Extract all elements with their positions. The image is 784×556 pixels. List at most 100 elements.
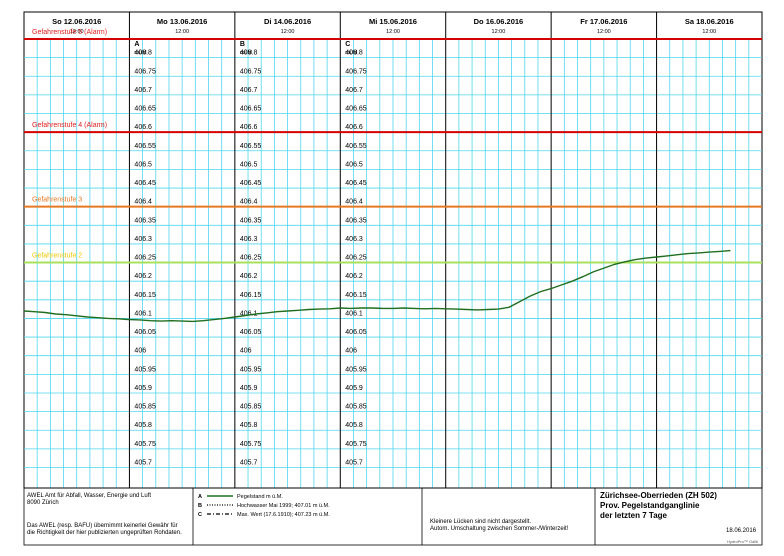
y-tick-label: 406.45: [240, 180, 262, 187]
y-tick-label: 406.75: [240, 68, 262, 75]
y-tick-label: 405.85: [240, 404, 262, 411]
legend-letter: A: [198, 494, 202, 500]
y-tick-label: 405.95: [345, 366, 367, 373]
y-tick-label: 405.75: [134, 441, 156, 448]
y-tick-label: 406.55: [345, 143, 367, 150]
y-tick-label: 406.25: [134, 255, 156, 262]
y-tick-label: 406: [240, 348, 252, 355]
legend-letter: B: [198, 503, 202, 509]
axis-unit: müM: [134, 50, 147, 56]
footer-frame: [23, 487, 763, 546]
danger-level-label: Gefahrenstufe 4 (Alarm): [32, 122, 107, 129]
danger-level-label: Gefahrenstufe 3: [32, 197, 82, 204]
y-tick-label: 405.9: [240, 385, 258, 392]
day-label: Mi 15.06.2016: [369, 17, 417, 26]
series-line: [23, 249, 731, 323]
day-noon-label: 12:00: [386, 29, 400, 35]
subtitle-line2: der letzten 7 Tage: [600, 511, 667, 520]
day-noon-label: 12:00: [597, 29, 611, 35]
y-tick-label: 406.05: [345, 329, 367, 336]
y-tick-label: 405.85: [134, 404, 156, 411]
disclaimer-line1: Das AWEL (resp. BAFU) übernimmt keinerle…: [27, 523, 178, 529]
legend-label: Pegelstand m ü.M.: [237, 494, 283, 500]
y-tick-label: 406.05: [240, 329, 262, 336]
y-tick-label: 406.1: [240, 310, 258, 317]
y-tick-label: 405.7: [345, 459, 363, 466]
y-tick-label: 406.15: [240, 292, 262, 299]
org-line1: AWEL Amt für Abfall, Wasser, Energie und…: [27, 493, 152, 499]
y-tick-label: 406.8: [240, 50, 258, 57]
axis-letter: B: [240, 41, 245, 48]
legend-label: Hochwasser Mai 1999; 407.01 m ü.M.: [237, 503, 330, 509]
y-tick-label: 406.2: [240, 273, 258, 280]
y-tick-label: 405.75: [345, 441, 367, 448]
print-date: 18.06.2016: [726, 528, 757, 534]
y-tick-label: 406.65: [134, 106, 156, 113]
station-title: Zürichsee-Oberrieden (ZH 502): [600, 491, 717, 500]
y-tick-label: 405.95: [134, 366, 156, 373]
axis-letter: A: [134, 41, 139, 48]
day-label: Sa 18.06.2016: [685, 17, 734, 26]
y-tick-label: 406.6: [240, 124, 258, 131]
y-tick-label: 406.4: [134, 199, 152, 206]
y-tick-label: 406.55: [240, 143, 262, 150]
day-label: Mo 13.06.2016: [157, 17, 207, 26]
y-tick-label: 406.5: [240, 161, 258, 168]
y-tick-label: 406.1: [134, 310, 152, 317]
y-tick-label: 406.45: [134, 180, 156, 187]
y-tick-label: 406.15: [345, 292, 367, 299]
disclaimer-line2: die Richtigkeit der hier publizierten un…: [27, 530, 182, 536]
axis-unit: müM: [240, 50, 253, 56]
y-tick-label: 406: [134, 348, 146, 355]
y-tick-label: 406.3: [240, 236, 258, 243]
y-tick-label: 406.5: [345, 161, 363, 168]
y-tick-label: 406.7: [134, 87, 152, 94]
y-tick-label: 405.85: [345, 404, 367, 411]
y-tick-label: 406.15: [134, 292, 156, 299]
y-tick-label: 406.4: [345, 199, 363, 206]
y-tick-label: 406.3: [134, 236, 152, 243]
subtitle-line1: Prov. Pegelstandganglinie: [600, 501, 700, 510]
y-tick-label: 406.65: [345, 106, 367, 113]
y-tick-label: 405.75: [240, 441, 262, 448]
axis-unit: müM: [345, 50, 358, 56]
y-tick-label: 406.45: [345, 180, 367, 187]
y-tick-label: 406.4: [240, 199, 258, 206]
danger-level-label: Gefahrenstufe 5 (Alarm): [32, 29, 107, 36]
y-tick-label: 406.2: [345, 273, 363, 280]
y-tick-label: 405.7: [134, 459, 152, 466]
y-tick-label: 405.8: [345, 422, 363, 429]
note-line2: Autom. Umschaltung zwischen Sommer-/Wint…: [430, 526, 569, 532]
y-tick-label: 405.8: [240, 422, 258, 429]
y-tick-label: 406: [345, 348, 357, 355]
y-tick-label: 406.3: [345, 236, 363, 243]
day-label: Fr 17.06.2016: [580, 17, 627, 26]
y-tick-label: 406.8: [134, 50, 152, 57]
note-line1: Kleinere Lücken sind nicht dargestellt.: [430, 519, 532, 525]
legend-letter: C: [198, 512, 202, 518]
day-noon-label: 12:00: [702, 29, 716, 35]
y-tick-label: 406.6: [345, 124, 363, 131]
y-tick-label: 405.95: [240, 366, 262, 373]
day-noon-label: 12:00: [492, 29, 506, 35]
y-tick-label: 405.9: [134, 385, 152, 392]
credit: HydroPro™ GaBi: [727, 539, 758, 544]
day-label: Di 14.06.2016: [264, 17, 311, 26]
y-tick-label: 406.05: [134, 329, 156, 336]
y-tick-label: 406.25: [345, 255, 367, 262]
y-tick-label: 406.7: [345, 87, 363, 94]
y-tick-label: 406.35: [345, 217, 367, 224]
axis-letter: C: [345, 41, 350, 48]
y-tick-label: 405.9: [345, 385, 363, 392]
y-tick-label: 406.1: [345, 310, 363, 317]
y-tick-label: 406.25: [240, 255, 262, 262]
y-tick-label: 405.7: [240, 459, 258, 466]
y-tick-label: 406.65: [240, 106, 262, 113]
danger-level-label: Gefahrenstufe 2: [32, 253, 82, 260]
y-tick-label: 406.2: [134, 273, 152, 280]
day-noon-label: 12:00: [175, 29, 189, 35]
y-tick-label: 405.8: [134, 422, 152, 429]
y-tick-label: 406.75: [134, 68, 156, 75]
y-tick-label: 406.35: [134, 217, 156, 224]
